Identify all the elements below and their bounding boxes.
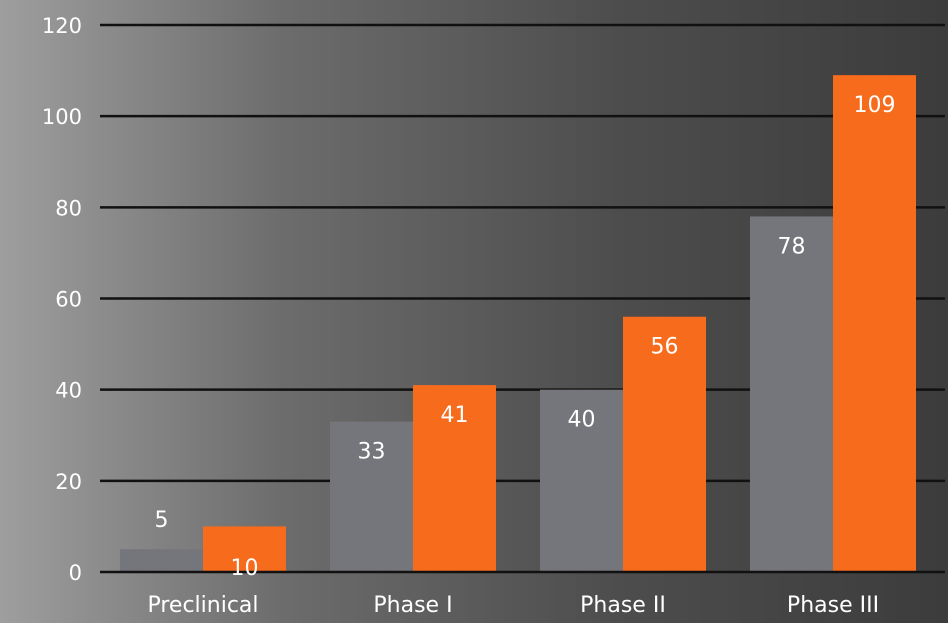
bar-orange-3 [833,75,916,573]
bar-orange-2 [623,316,706,572]
bar-grey-2 [540,389,623,572]
y-tick-label: 100 [42,105,82,129]
bar-grey-1 [330,421,413,572]
x-tick-label: Preclinical [147,593,258,618]
x-tick-label: Phase II [580,593,666,618]
y-tick-label: 60 [55,288,82,312]
data-label: 41 [441,403,469,428]
bar-grey-3 [750,216,833,572]
y-tick-label: 80 [55,196,82,220]
y-tick-label: 120 [42,14,82,38]
bar-orange-1 [413,385,496,572]
x-tick-label: Phase I [373,593,452,618]
data-label: 10 [231,556,259,581]
data-label: 5 [155,508,169,533]
data-label: 56 [651,335,679,360]
data-label: 78 [778,234,806,259]
data-label: 109 [854,93,896,118]
y-tick-label: 0 [69,561,82,585]
y-tick-label: 20 [55,470,82,494]
data-label: 33 [358,440,386,465]
y-tick-label: 40 [55,379,82,403]
x-tick-label: Phase III [787,593,879,618]
bar-grey-0 [120,549,203,572]
bar-orange-0 [203,526,286,572]
data-label: 40 [568,408,596,433]
